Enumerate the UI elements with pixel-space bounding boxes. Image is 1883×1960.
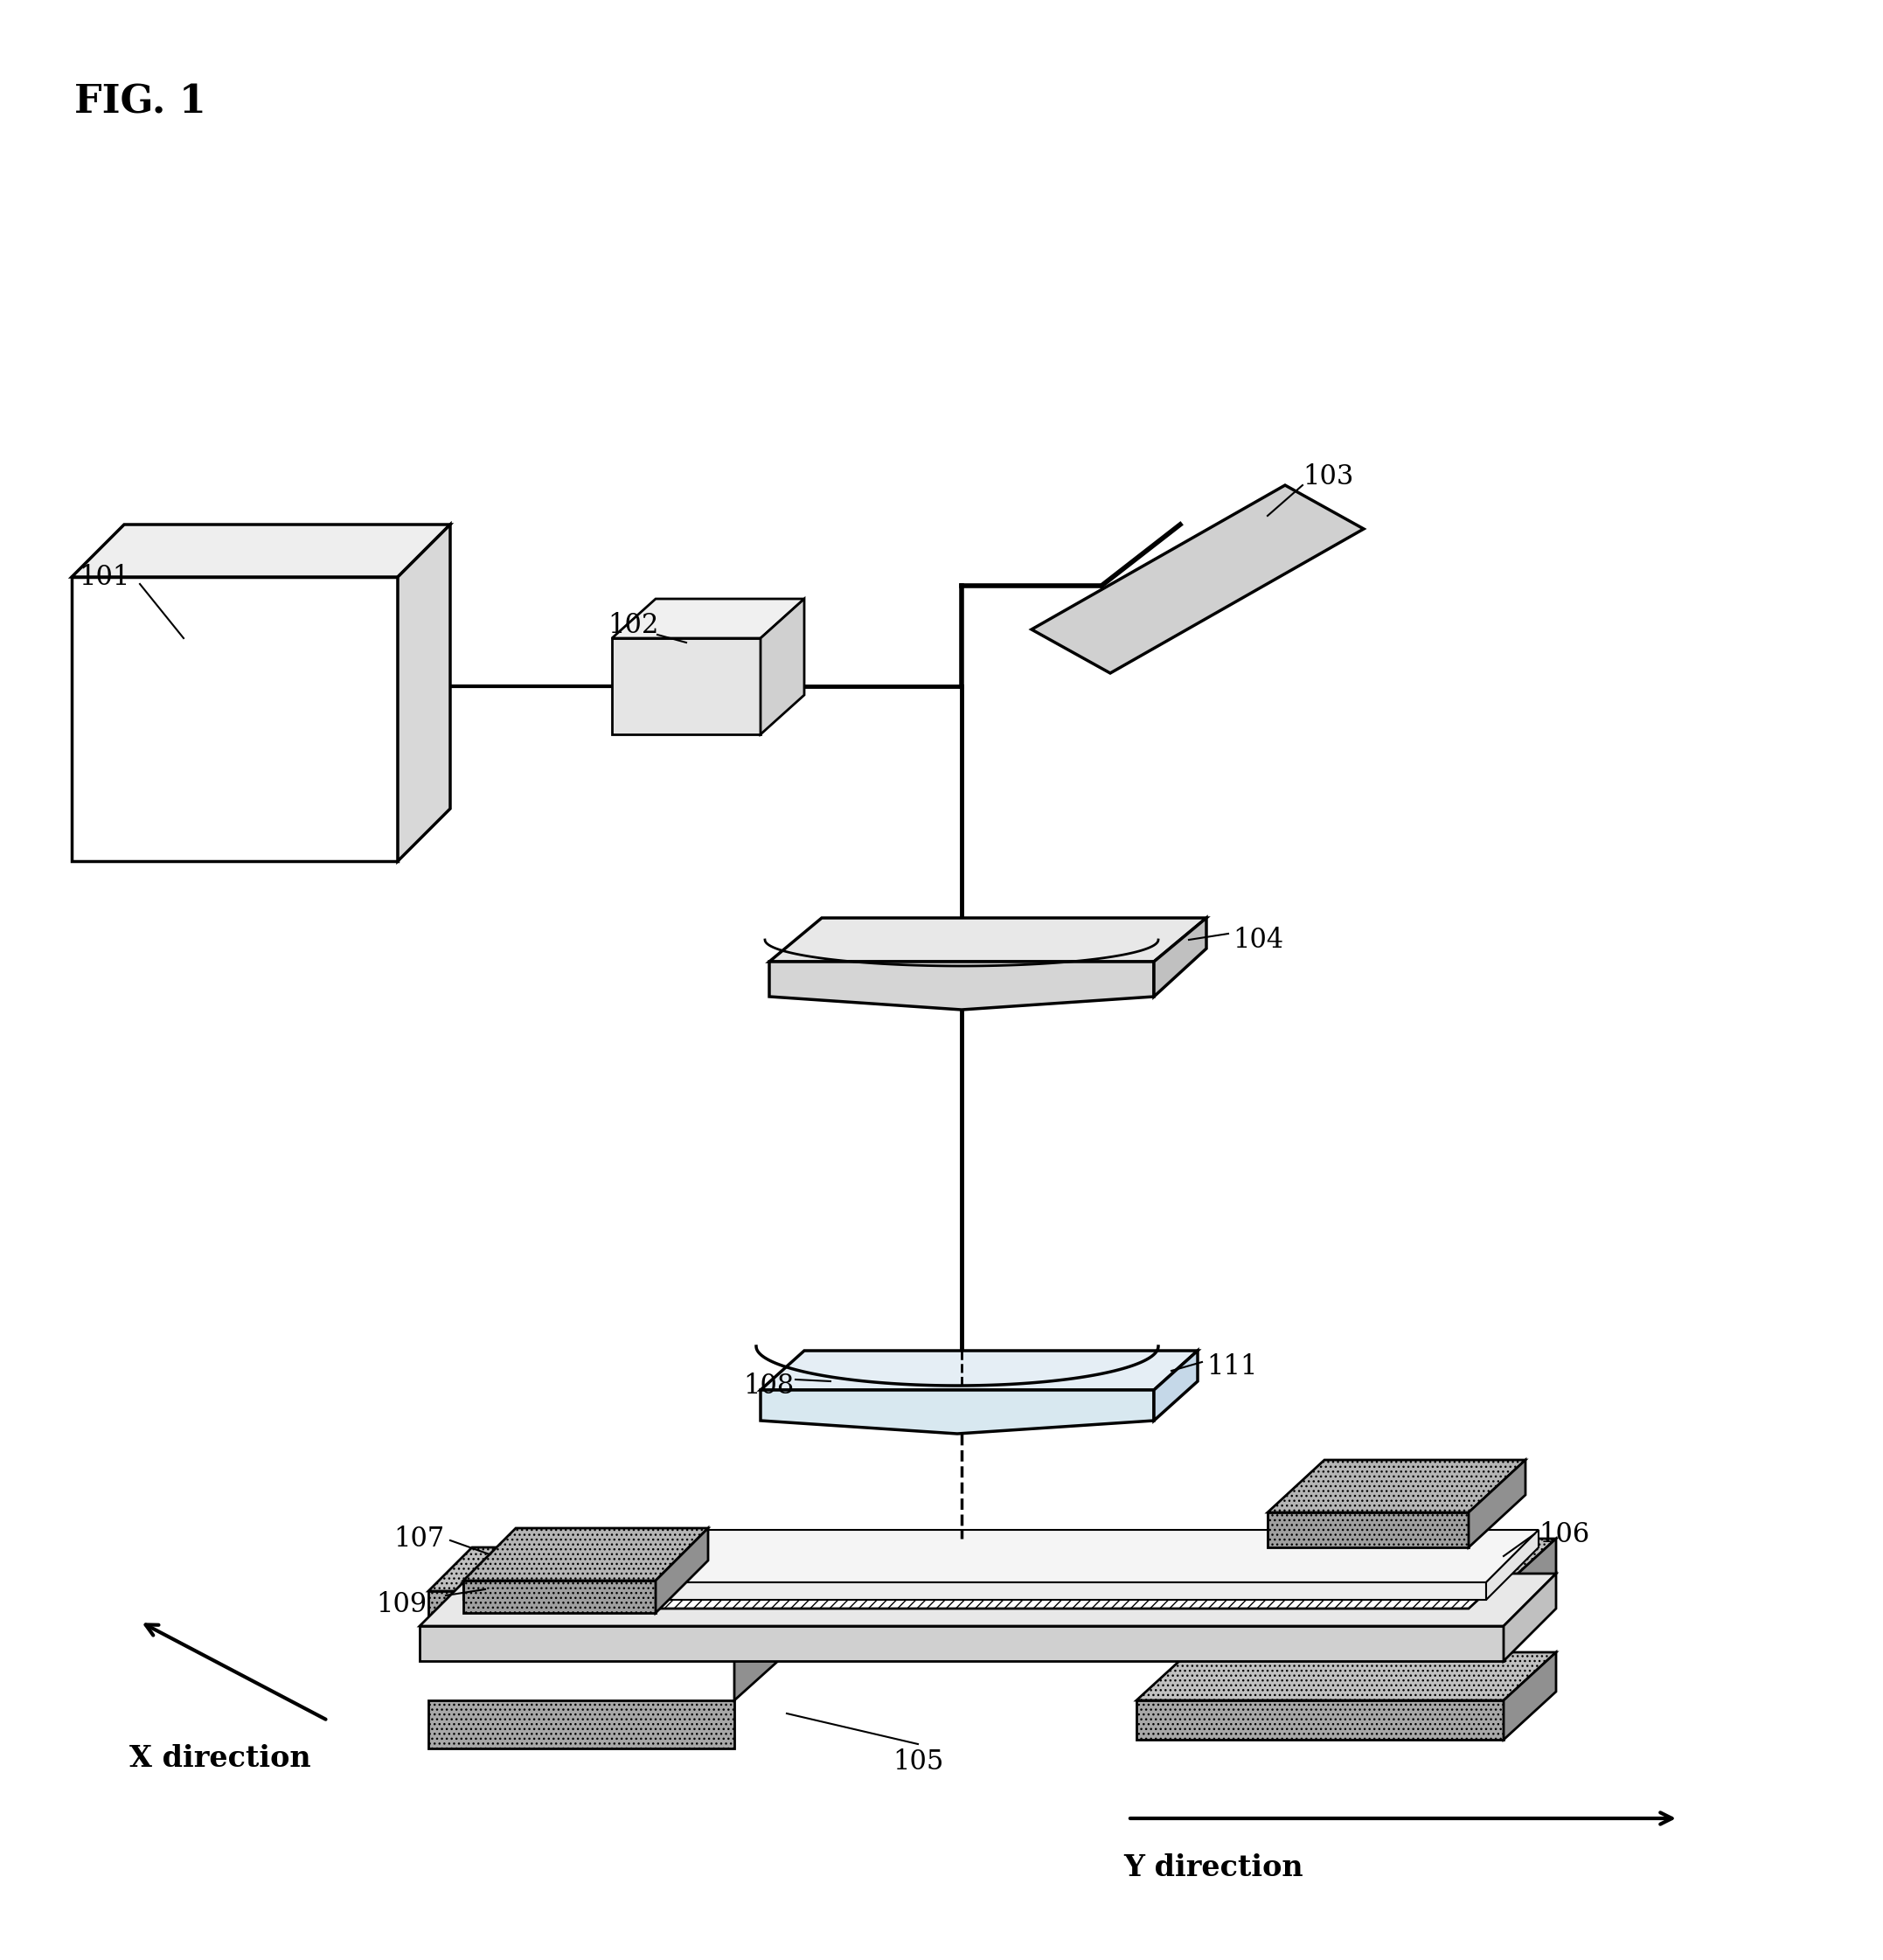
Text: 109: 109 [377, 1592, 427, 1619]
Polygon shape [427, 1546, 778, 1592]
Polygon shape [1137, 1652, 1555, 1701]
Polygon shape [1469, 1460, 1525, 1546]
Text: 106: 106 [1538, 1521, 1589, 1548]
Polygon shape [761, 1390, 1154, 1433]
Text: X direction: X direction [130, 1744, 311, 1774]
Polygon shape [463, 1582, 1486, 1599]
Polygon shape [1137, 1539, 1555, 1588]
Polygon shape [1505, 1574, 1555, 1660]
Polygon shape [1505, 1539, 1555, 1621]
Text: 102: 102 [608, 612, 659, 639]
Text: 107: 107 [394, 1525, 444, 1552]
Polygon shape [1267, 1460, 1525, 1513]
Text: 104: 104 [1233, 927, 1284, 955]
Polygon shape [612, 639, 761, 735]
Polygon shape [1154, 1350, 1198, 1421]
Polygon shape [463, 1580, 655, 1613]
Polygon shape [1505, 1652, 1555, 1740]
Text: 103: 103 [1303, 463, 1354, 490]
Polygon shape [770, 917, 1207, 962]
Polygon shape [72, 525, 450, 576]
Text: 108: 108 [744, 1372, 795, 1399]
Polygon shape [427, 1613, 778, 1656]
Polygon shape [761, 1350, 1198, 1390]
Polygon shape [734, 1613, 778, 1701]
Polygon shape [1267, 1513, 1469, 1546]
Polygon shape [463, 1531, 1538, 1582]
Polygon shape [1486, 1531, 1538, 1599]
Text: FIG. 1: FIG. 1 [73, 82, 205, 122]
Polygon shape [770, 962, 1154, 1009]
Text: 101: 101 [79, 564, 130, 592]
Text: Y direction: Y direction [1124, 1854, 1303, 1882]
Polygon shape [612, 600, 804, 639]
Polygon shape [427, 1592, 734, 1627]
Polygon shape [480, 1556, 1525, 1609]
Polygon shape [655, 1529, 708, 1613]
Polygon shape [397, 525, 450, 860]
Polygon shape [463, 1529, 708, 1580]
Polygon shape [1154, 917, 1207, 996]
Polygon shape [420, 1627, 1505, 1660]
Polygon shape [734, 1546, 778, 1627]
Polygon shape [1032, 486, 1363, 672]
Polygon shape [1137, 1588, 1505, 1621]
Polygon shape [420, 1574, 1555, 1627]
Polygon shape [427, 1701, 734, 1748]
Polygon shape [72, 576, 397, 860]
Text: 105: 105 [893, 1748, 943, 1776]
Text: 111: 111 [1207, 1352, 1258, 1380]
Polygon shape [761, 600, 804, 735]
Polygon shape [1137, 1701, 1505, 1740]
